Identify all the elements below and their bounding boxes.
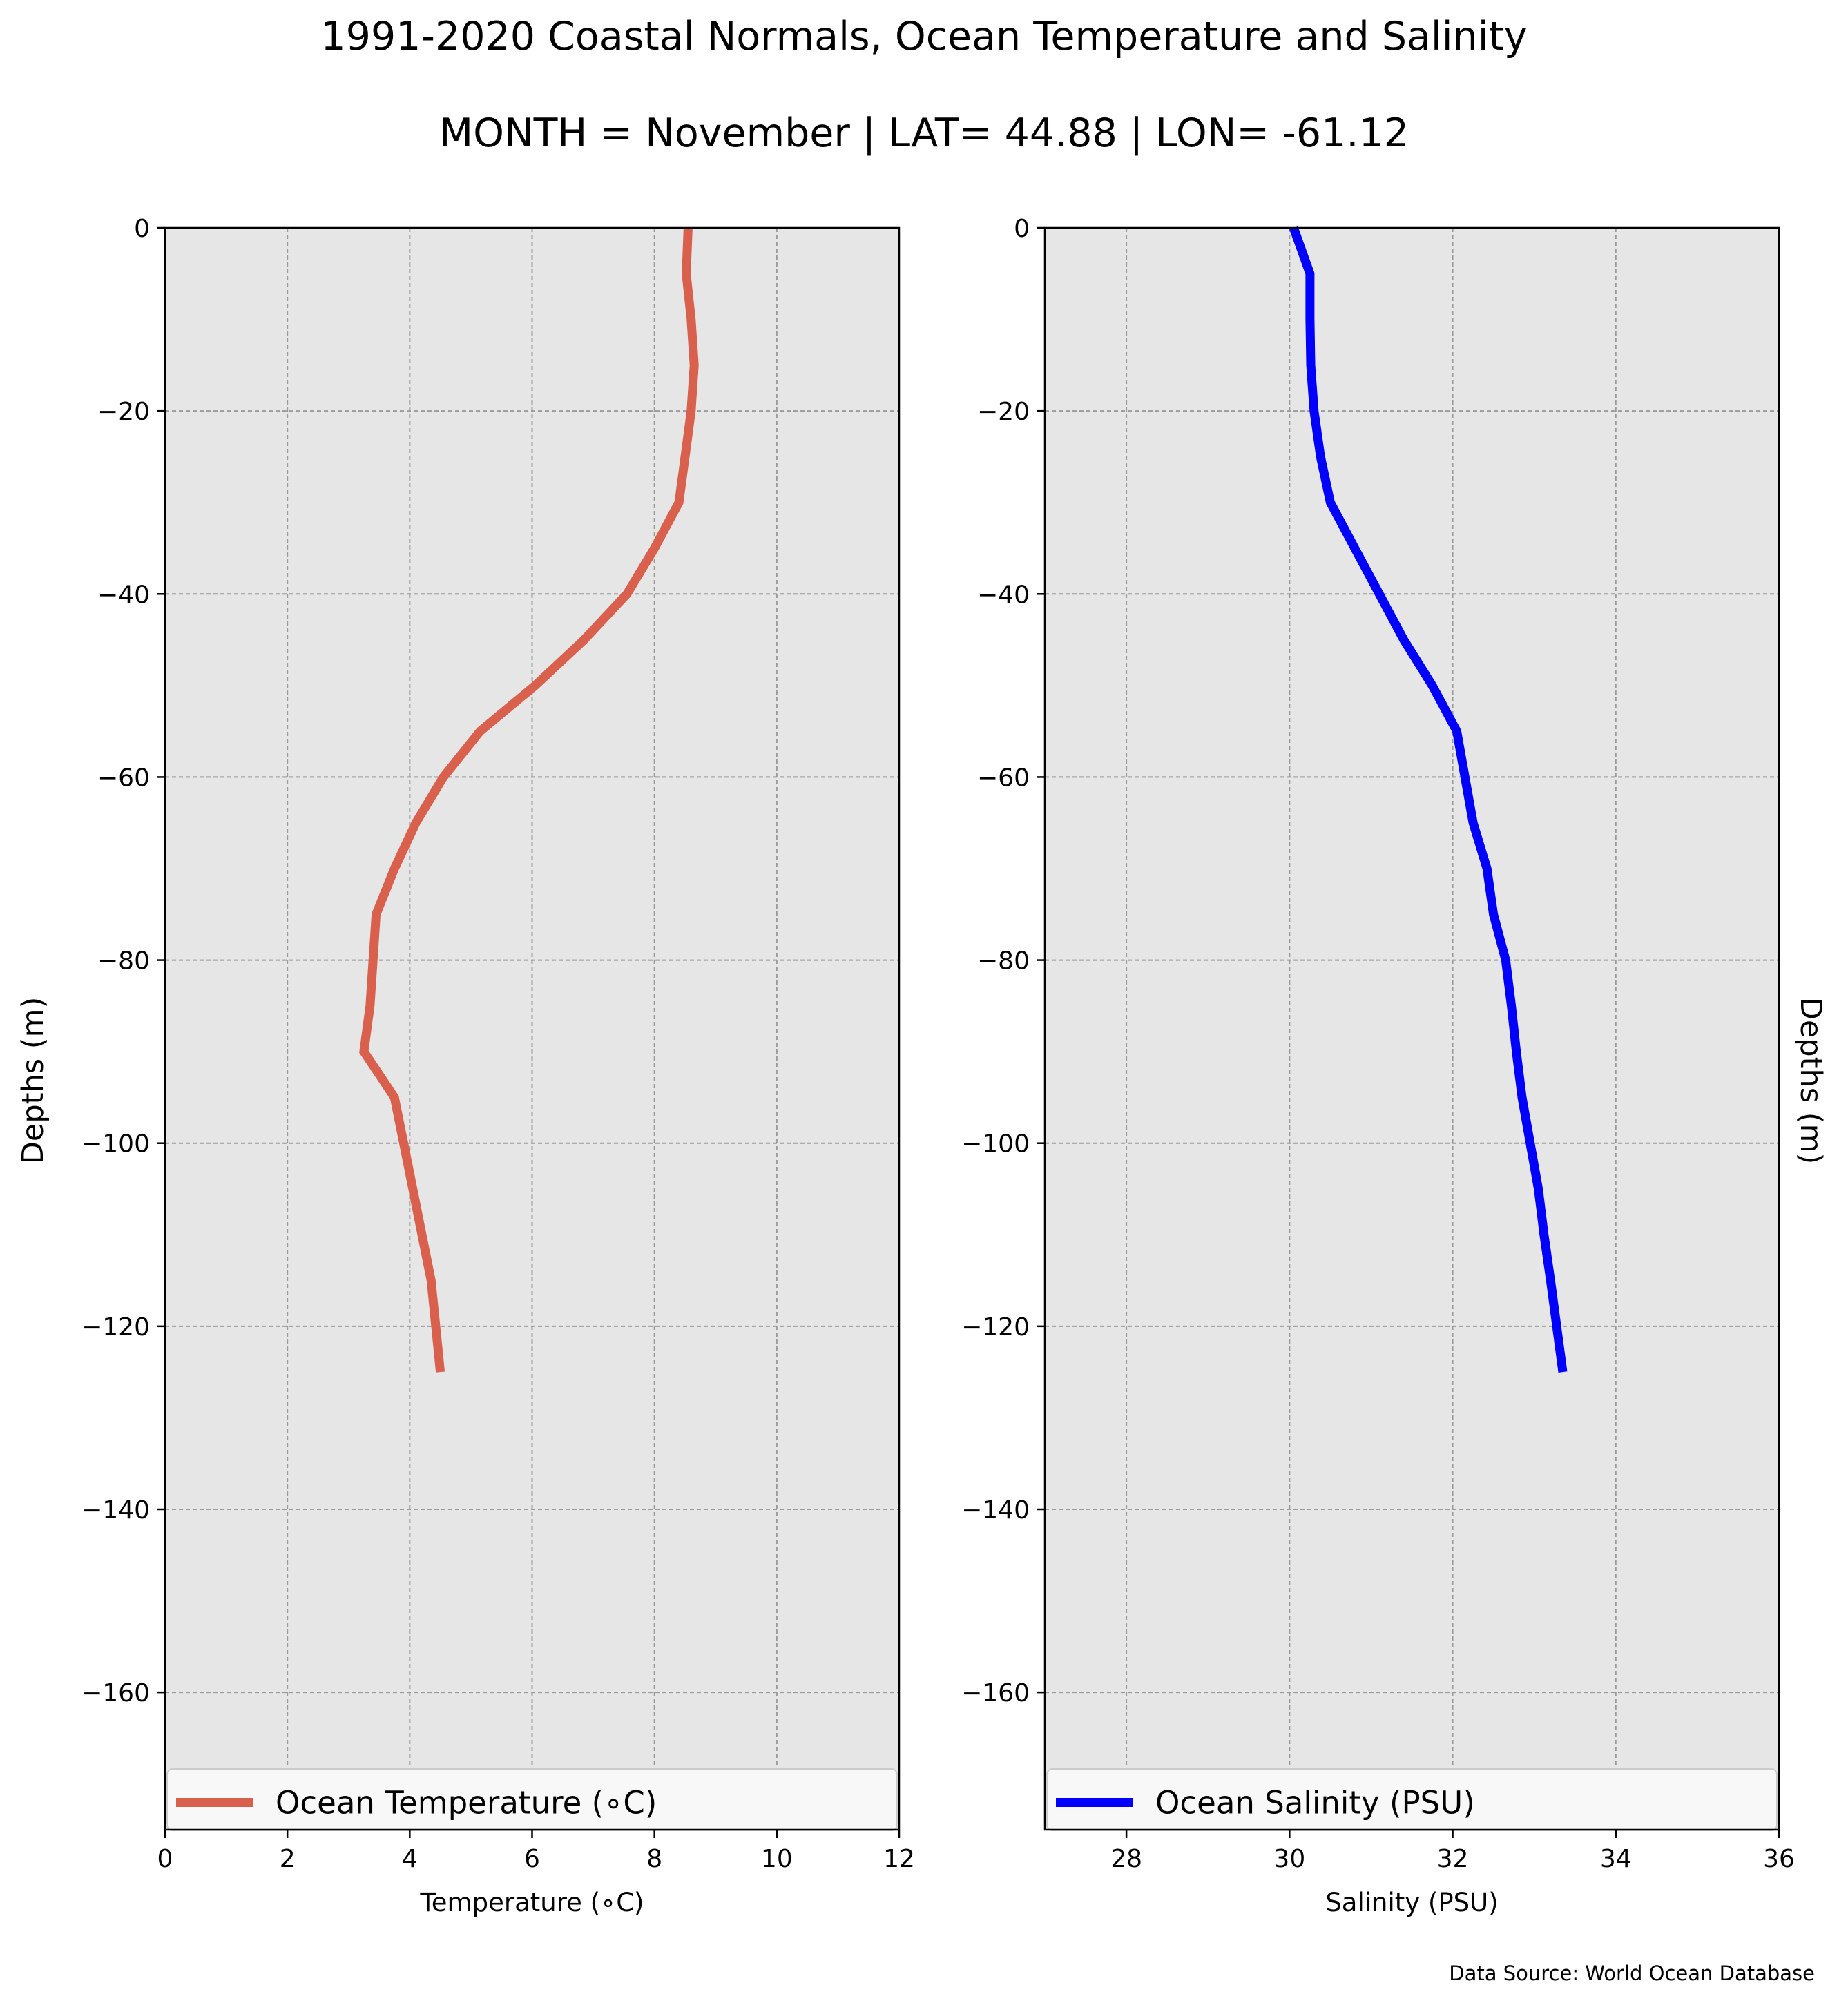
- temperature-y-tick-label: −40: [97, 581, 150, 609]
- salinity-y-tick-label: −40: [977, 581, 1030, 609]
- chart-subtitle: MONTH = November | LAT= 44.88 | LON= -61…: [439, 110, 1409, 156]
- temperature-y-tick-label: −60: [97, 764, 150, 792]
- temperature-y-axis-label: Depths (m): [16, 997, 50, 1164]
- temperature-x-tick-label: 0: [157, 1845, 173, 1873]
- salinity-y-tick-label: −60: [977, 764, 1030, 792]
- salinity-legend-label: Ocean Salinity (PSU): [1155, 1785, 1475, 1821]
- temperature-x-tick-label: 12: [883, 1845, 915, 1873]
- salinity-x-tick-label: 32: [1437, 1845, 1469, 1873]
- salinity-y-tick-label: −120: [961, 1313, 1030, 1342]
- salinity-y-tick-label: −160: [961, 1679, 1030, 1707]
- chart-title: 1991-2020 Coastal Normals, Ocean Tempera…: [320, 14, 1527, 59]
- temperature-profile-line: [359, 227, 699, 1373]
- temperature-x-axis-label: Temperature (∘C): [419, 1888, 644, 1917]
- salinity-y-tick-label: −140: [961, 1496, 1030, 1525]
- salinity-x-tick-label: 30: [1273, 1845, 1305, 1873]
- temperature-y-tick-label: −80: [97, 947, 150, 976]
- data-source-note: Data Source: World Ocean Database: [1449, 1962, 1815, 1985]
- temperature-x-tick-label: 4: [402, 1845, 418, 1873]
- salinity-x-tick-label: 28: [1110, 1845, 1142, 1873]
- salinity-axes-frame: [1043, 226, 1780, 1831]
- salinity-y-tick-label: 0: [1014, 215, 1030, 243]
- temperature-legend-label: Ocean Temperature (∘C): [276, 1785, 657, 1821]
- temperature-panel: Ocean Temperature (∘C) 0 −20 −40 −60 −80 −100 −…: [81, 215, 915, 1917]
- salinity-x-tick-label: 36: [1763, 1845, 1795, 1873]
- temperature-y-tick-label: −100: [81, 1130, 150, 1159]
- temperature-y-tick-label: −20: [97, 398, 150, 426]
- salinity-x-tick-label: 34: [1600, 1845, 1632, 1873]
- temperature-x-tick-label: 8: [646, 1845, 662, 1873]
- salinity-y-tick-label: −80: [977, 947, 1030, 976]
- temperature-y-tick-label: −160: [81, 1679, 150, 1707]
- salinity-x-axis-label: Salinity (PSU): [1325, 1888, 1498, 1917]
- temperature-y-tick-label: −120: [81, 1313, 150, 1342]
- temperature-x-tick-label: 10: [761, 1845, 793, 1873]
- temperature-x-tick-label: 6: [524, 1845, 540, 1873]
- salinity-y-tick-label: −100: [961, 1130, 1030, 1159]
- salinity-panel: Ocean Salinity (PSU) 0 −20 −40 −60 −80 −100 −12…: [961, 215, 1795, 1917]
- salinity-y-axis-label: Depths (m): [1793, 997, 1828, 1164]
- temperature-x-tick-label: 2: [280, 1845, 296, 1873]
- salinity-profile-line: [1289, 226, 1568, 1373]
- temperature-y-tick-label: −140: [81, 1496, 150, 1525]
- salinity-y-tick-label: −20: [977, 398, 1030, 426]
- temperature-y-tick-label: 0: [134, 215, 150, 243]
- salinity-plot-area: [1045, 228, 1779, 1830]
